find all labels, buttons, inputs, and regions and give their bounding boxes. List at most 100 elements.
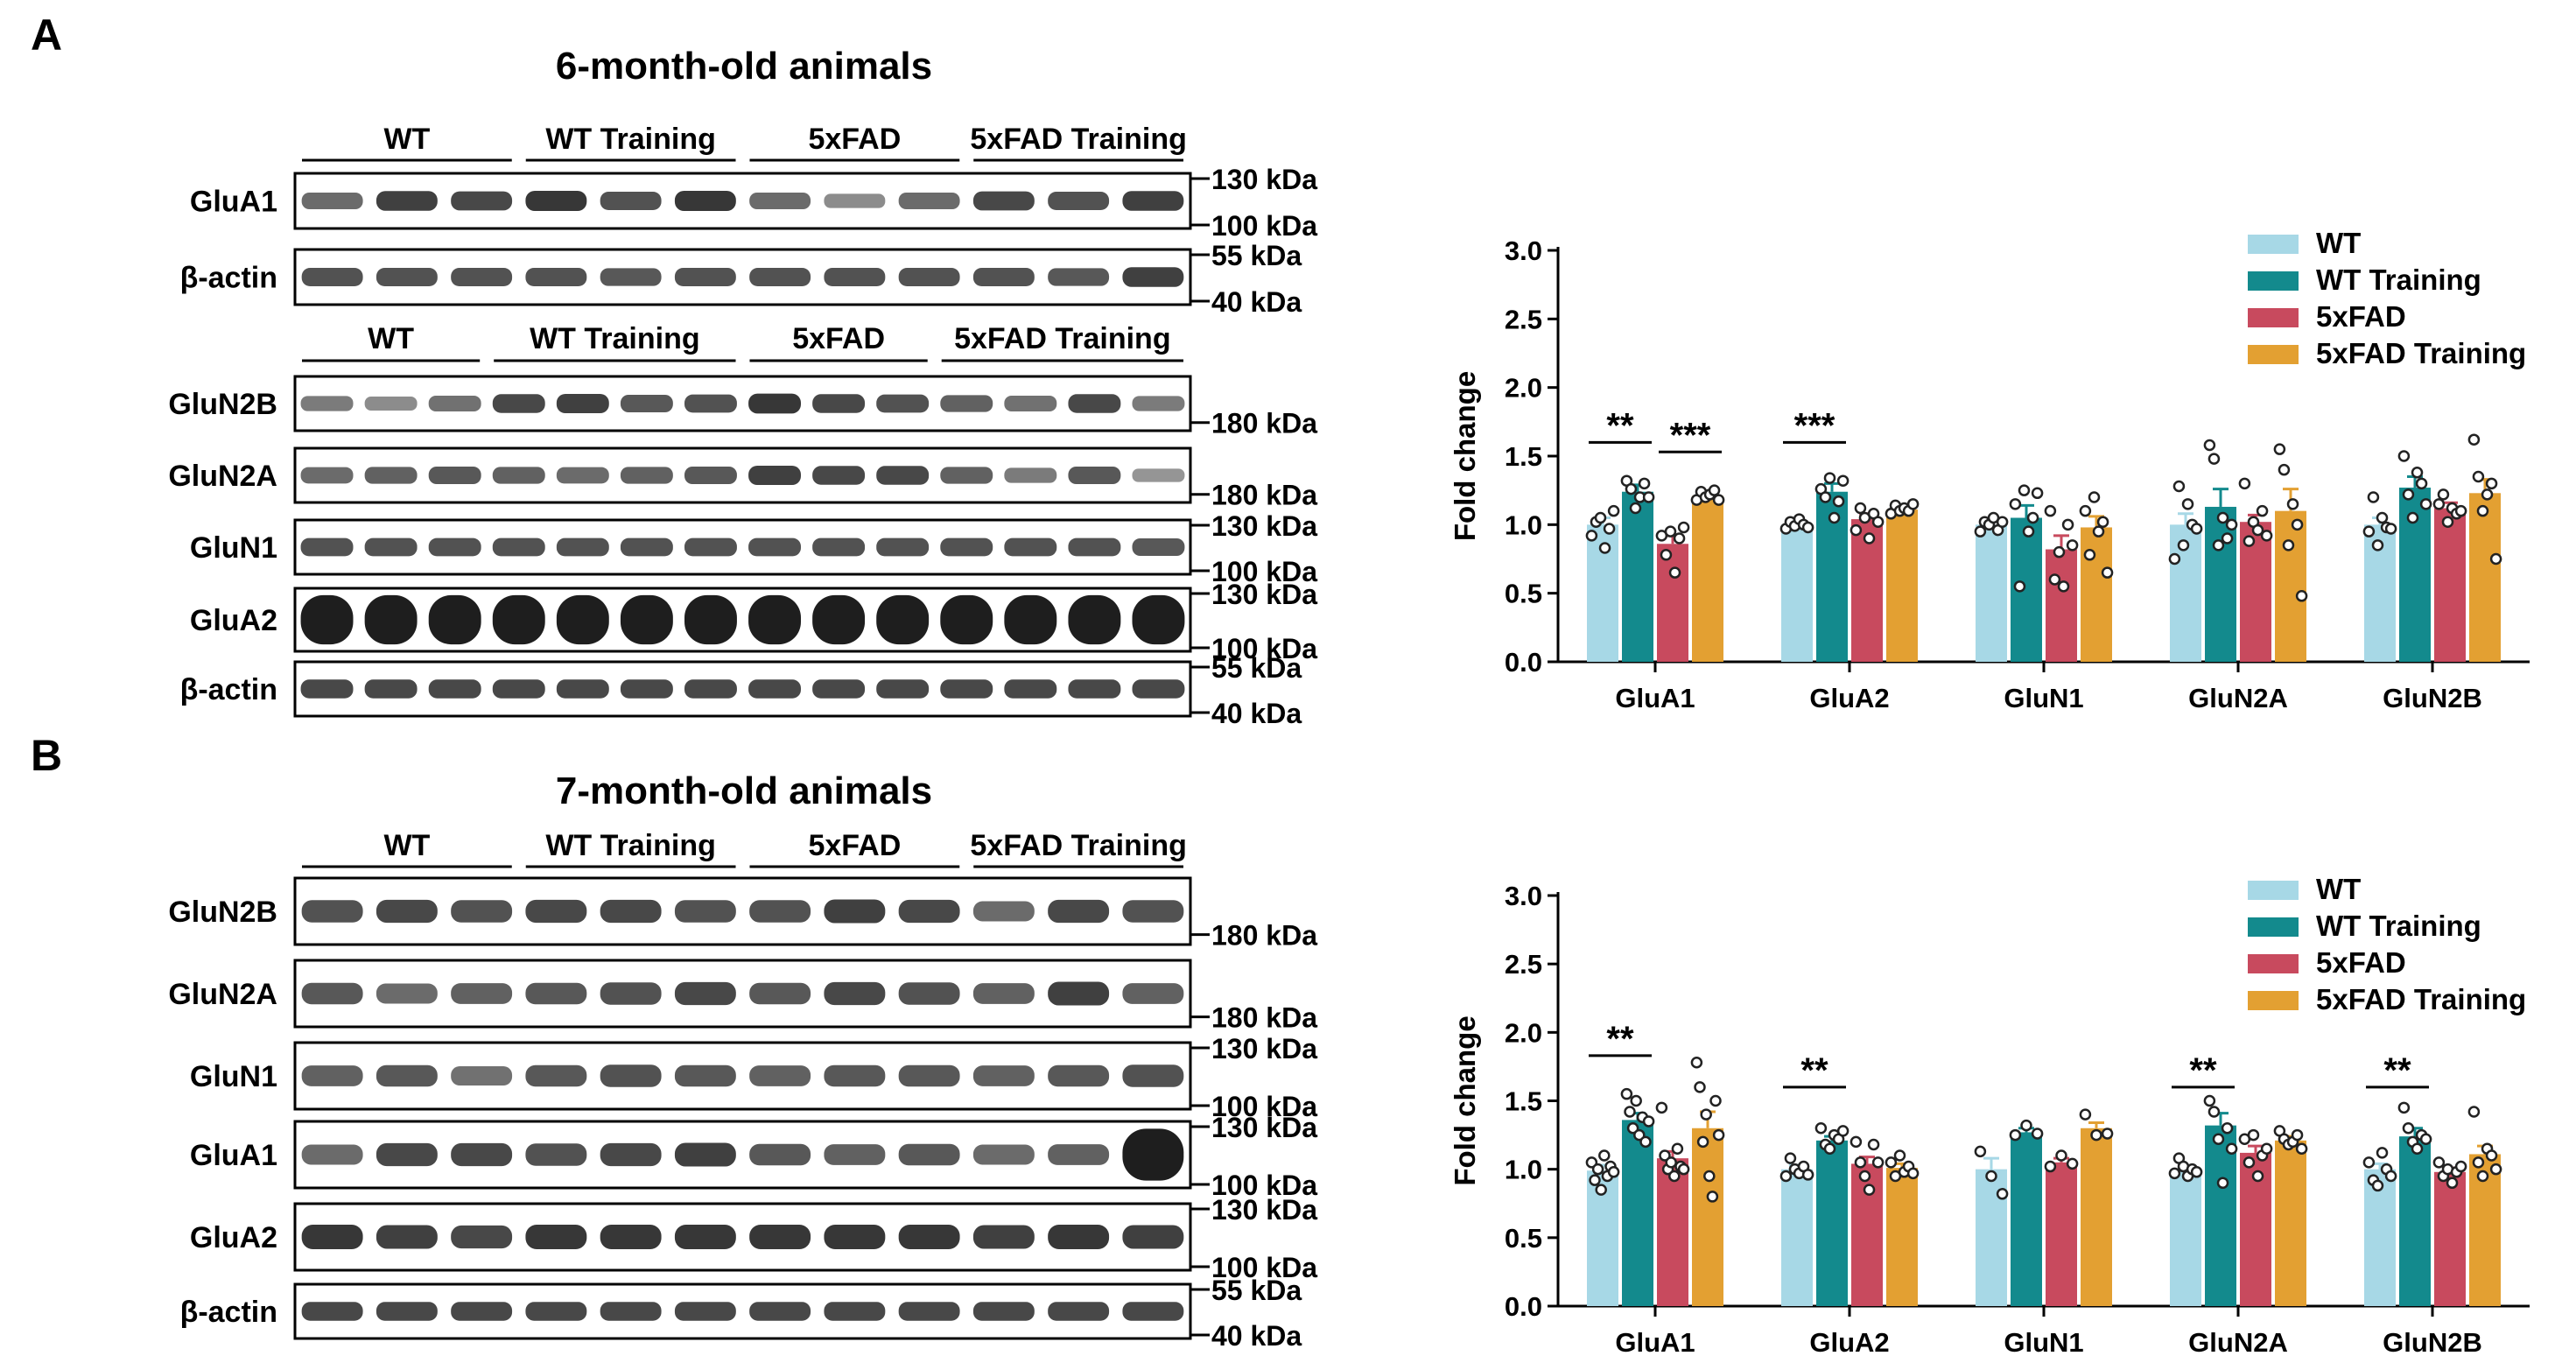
bar: [2205, 1125, 2236, 1306]
y-tick-label: 2.5: [1505, 949, 1542, 980]
band: [824, 1225, 886, 1249]
group-label: WT Training: [545, 829, 716, 862]
data-point: [2020, 1119, 2032, 1132]
bar: [2434, 508, 2466, 662]
marker-label: 130 kDa: [1211, 510, 1317, 542]
protein-label: GluN2B: [168, 896, 277, 929]
significance-label: ***: [1670, 416, 1711, 454]
significance-label: **: [2383, 1051, 2411, 1090]
band: [876, 466, 930, 485]
band: [301, 1144, 363, 1165]
series: [1620, 439, 2432, 662]
band: [1048, 1144, 1110, 1165]
legend-label: WT: [2316, 873, 2361, 905]
band: [1004, 679, 1057, 699]
data-point: [1858, 1170, 1871, 1183]
data-point: [2371, 1179, 2384, 1192]
blot-row: GluN1 130 kDa 100 kDa: [190, 1033, 1317, 1122]
band: [674, 981, 736, 1006]
blot-row: β-actin 55 kDa 40 kDa: [180, 652, 1302, 729]
x-tick-label: GluN1: [2004, 683, 2083, 713]
data-point: [1655, 1101, 1668, 1114]
data-point: [1700, 1108, 1712, 1121]
series: [1620, 1087, 2432, 1306]
bar: [2081, 1128, 2112, 1306]
band: [525, 1302, 587, 1321]
bar: [2399, 1136, 2431, 1306]
y-axis-label: Fold change: [1449, 1015, 1481, 1185]
band: [674, 267, 736, 287]
band: [824, 899, 886, 924]
band: [556, 679, 609, 699]
band: [1122, 1302, 1184, 1321]
band: [1122, 1128, 1184, 1181]
bar: [2275, 510, 2306, 662]
data-point: [2168, 552, 2181, 566]
data-point: [1863, 532, 1876, 544]
bar-chart-A: 0.0 0.5 1.0 1.5 2.0 2.5 3.0 Fold change GluA1 Glu…: [1449, 227, 2530, 713]
data-point: [2278, 463, 2291, 476]
legend-label: WT Training: [2316, 263, 2481, 296]
bar: [1976, 524, 2007, 662]
band: [600, 899, 662, 924]
data-point: [2221, 1122, 2234, 1135]
band: [1004, 396, 1057, 411]
data-point: [1871, 1156, 1885, 1169]
band: [972, 983, 1035, 1004]
bar: [1622, 1120, 1653, 1306]
data-point: [2203, 1094, 2216, 1107]
y-tick-label: 0.0: [1505, 647, 1542, 678]
x-tick-label: GluA1: [1615, 1327, 1695, 1358]
y-tick-label: 0.0: [1505, 1291, 1542, 1322]
data-point: [1607, 504, 1620, 517]
blot-row: GluN2B 180 kDa: [168, 375, 1317, 439]
data-point: [2441, 516, 2454, 528]
data-point: [2295, 1142, 2308, 1155]
legend-label: 5xFAD: [2316, 946, 2406, 979]
band: [451, 1142, 513, 1167]
x-tick-label: GluA1: [1615, 683, 1695, 713]
blot-row: GluA1 130 kDa 100 kDa: [190, 1112, 1317, 1201]
band: [674, 190, 736, 212]
band: [1048, 268, 1110, 286]
data-point: [2207, 453, 2221, 465]
band: [525, 190, 587, 212]
x-tick-label: GluN2B: [2383, 1327, 2482, 1358]
band: [1122, 1225, 1184, 1249]
blot-frame: [293, 1202, 1192, 1272]
marker-label: 130 kDa: [1211, 1112, 1317, 1143]
band: [812, 537, 866, 557]
data-point: [1828, 511, 1841, 524]
data-point: [1832, 495, 1845, 508]
blot-row: β-actin 55 kDa 40 kDa: [180, 1275, 1302, 1352]
panel-letter: B: [31, 731, 62, 780]
protein-label: GluA2: [190, 604, 277, 637]
band: [1132, 468, 1185, 482]
band: [301, 193, 363, 209]
data-point: [2031, 487, 2044, 500]
bar: [1781, 524, 1813, 662]
band: [1048, 1064, 1110, 1087]
data-point: [2009, 1128, 2022, 1142]
band: [556, 393, 609, 414]
data-point: [2376, 1147, 2389, 1159]
data-point: [2411, 467, 2424, 479]
data-point: [2402, 488, 2415, 501]
band: [749, 900, 811, 923]
band: [748, 679, 801, 699]
data-point: [2101, 566, 2114, 579]
data-point: [1974, 1145, 1987, 1158]
data-point: [2181, 498, 2194, 510]
data-point: [2397, 1101, 2411, 1114]
data-point: [2092, 525, 2105, 537]
data-point: [2203, 439, 2216, 452]
significance-label: **: [1606, 406, 1634, 445]
data-point: [1668, 1170, 1681, 1183]
y-tick-label: 0.5: [1505, 1223, 1542, 1254]
data-point: [1690, 1056, 1703, 1069]
data-point: [2432, 1156, 2446, 1169]
series: [1655, 477, 2467, 662]
bar: [2046, 549, 2077, 662]
band: [600, 1225, 662, 1249]
data-point: [2454, 504, 2467, 517]
